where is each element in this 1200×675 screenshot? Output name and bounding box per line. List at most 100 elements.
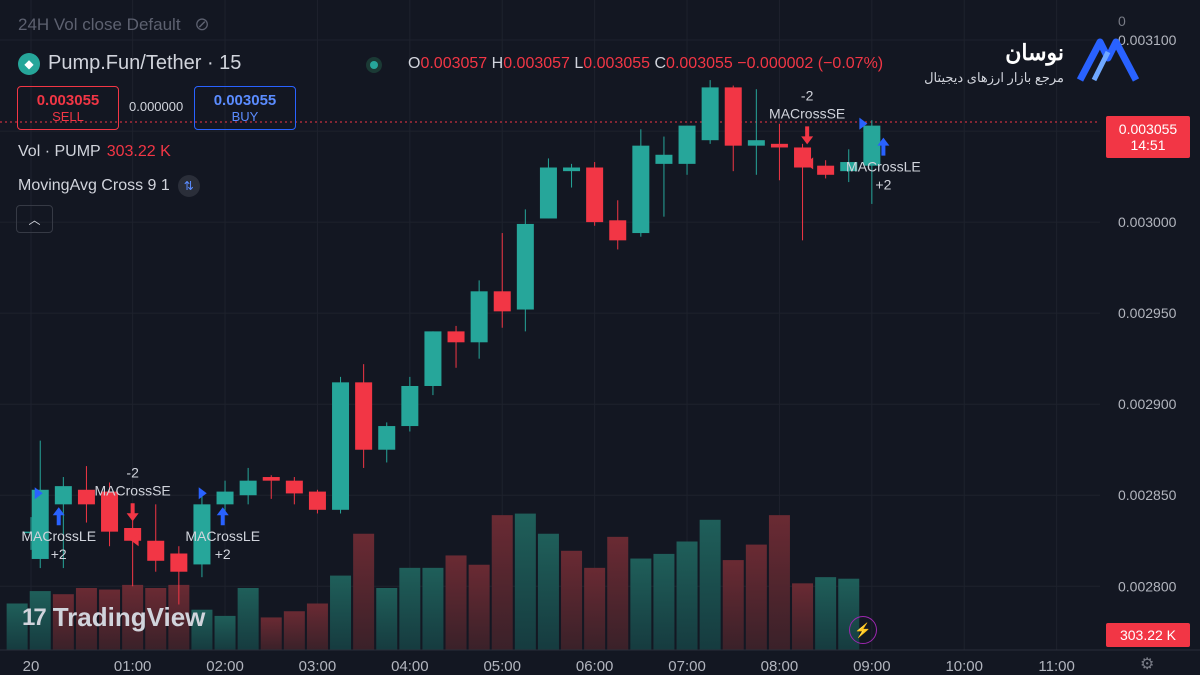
eye-slash-icon[interactable]: ⊘ (194, 14, 210, 34)
ohlc-o-label: O (408, 55, 421, 72)
candle-up (22, 531, 40, 534)
buy-price: 0.003055 (213, 92, 277, 109)
ohlc-open: 0.003057 (420, 55, 488, 72)
ohlc-low: 0.003055 (583, 55, 651, 72)
volume-legend[interactable]: Vol · PUMP 303.22 K (18, 143, 171, 161)
volume-bar-down (792, 583, 814, 650)
short-arrow-marker (126, 503, 139, 522)
candle-down (493, 291, 511, 312)
candle-up (332, 382, 350, 510)
time-axis-label: 09:00 (853, 658, 891, 675)
time-axis-label: 11:00 (1038, 658, 1074, 675)
time-axis-label: 10:00 (945, 658, 983, 675)
volume-bar-down (168, 584, 190, 650)
volume-bar-down (445, 555, 467, 650)
price-axis-label: 0.003100 (1118, 32, 1177, 48)
buy-button[interactable]: 0.003055 BUY (194, 86, 296, 130)
candle-up (678, 125, 696, 164)
last-price-tag: 0.003055 14:51 (1106, 116, 1190, 158)
price-axis-label: 0.003000 (1118, 214, 1177, 230)
exit-flag-marker (805, 157, 814, 170)
volume-tag: 303.22 K (1106, 623, 1190, 647)
candle-down (586, 167, 604, 223)
entry-flag-marker (198, 487, 207, 500)
ohlc-l-label: L (574, 55, 584, 72)
brand-subtitle: مرجع بازار ارزهای دیجیتال (924, 70, 1064, 85)
volume-bar-up (699, 519, 721, 650)
strategy-arrows-icon[interactable]: ⇅ (177, 175, 200, 197)
volume-bar-down (353, 533, 375, 650)
lightning-icon[interactable]: ⚡ (849, 616, 877, 644)
candle-down (724, 87, 742, 146)
signal-qty: +2 (875, 177, 891, 193)
ohlc-c-label: C (654, 55, 667, 72)
brand-block: نوسان مرجع بازار ارزهای دیجیتال (924, 40, 1064, 86)
candle-up (747, 140, 765, 146)
time-axis-label: 02:00 (206, 658, 244, 675)
candle-up (31, 489, 49, 559)
candle-down (355, 382, 373, 450)
volume-bar-up (214, 615, 236, 650)
volume-bar-down (306, 603, 328, 650)
time-axis-label: 04:00 (391, 658, 429, 675)
ohlc-high: 0.003057 (503, 55, 570, 72)
candle-up (701, 87, 719, 141)
top-legend-label: 24H Vol close Default (18, 14, 181, 34)
volume-bar-down (283, 611, 305, 650)
ohlc-values: O0.003057 H0.003057 L0.003055 C0.003055 … (408, 55, 883, 73)
long-arrow-marker (216, 507, 229, 526)
collapse-legend-button[interactable]: ︿ (16, 205, 53, 233)
volume-bar-down (99, 589, 121, 650)
candle-down (170, 553, 188, 572)
signal-qty: +2 (51, 546, 67, 562)
strategy-label: MovingAvg Cross 9 1 (18, 177, 170, 194)
candle-up (655, 154, 673, 164)
candle-up (863, 125, 881, 166)
price-axis-label: 0.002950 (1118, 305, 1177, 321)
symbol-title: Pump.Fun/Tether · 15 (48, 52, 242, 74)
strategy-legend[interactable]: MovingAvg Cross 9 1 ⇅ (18, 175, 200, 197)
candle-up (424, 331, 442, 386)
sell-button[interactable]: 0.003055 SELL (17, 86, 119, 130)
entry-flag-marker (859, 117, 868, 130)
candle-up (539, 167, 557, 219)
ohlc-change: −0.000002 (−0.07%) (737, 55, 884, 72)
candle-up (840, 162, 858, 172)
volume-bar-down (122, 584, 144, 650)
candle-down (77, 489, 95, 505)
signal-label: MACrossLE (846, 159, 921, 175)
candle-down (285, 480, 303, 494)
volume-bar-up (815, 577, 837, 650)
volume-bar-up (514, 513, 536, 650)
candle-up (401, 385, 419, 427)
volume-bar-up (376, 588, 398, 650)
tradingview-watermark[interactable]: 17 TradingView (22, 602, 205, 633)
last-price-value: 0.003055 (1118, 121, 1178, 137)
volume-bar-up (237, 588, 259, 650)
price-axis-label: 0.002850 (1118, 487, 1177, 503)
volume-bar-up (630, 558, 652, 650)
volume-bar-up (399, 567, 421, 650)
volume-bar-down (745, 544, 767, 650)
time-axis-label: 06:00 (576, 658, 614, 675)
candle-up (470, 291, 488, 343)
time-axis-label: 08:00 (761, 658, 799, 675)
volume-bar-up (6, 603, 28, 650)
volume-bar-up (29, 591, 51, 650)
settings-gear-icon[interactable]: ⚙ (1140, 656, 1155, 673)
volume-bar-up (676, 541, 698, 650)
pumpfun-logo-icon: ◆ (18, 52, 40, 75)
volume-bar-up (653, 553, 675, 650)
brand-name: نوسان (1005, 40, 1064, 65)
volume-bar-up (537, 533, 559, 650)
signal-label: MACrossSE (769, 105, 845, 121)
volume-bar-down (768, 515, 790, 650)
signal-label: MACrossSE (95, 482, 171, 498)
volume-bar-down (722, 560, 744, 650)
candle-down (817, 165, 835, 175)
symbol-legend[interactable]: ◆ Pump.Fun/Tether · 15 (18, 52, 241, 75)
candle-down (770, 143, 788, 148)
candle-down (447, 331, 465, 343)
signal-qty: -2 (801, 87, 814, 103)
